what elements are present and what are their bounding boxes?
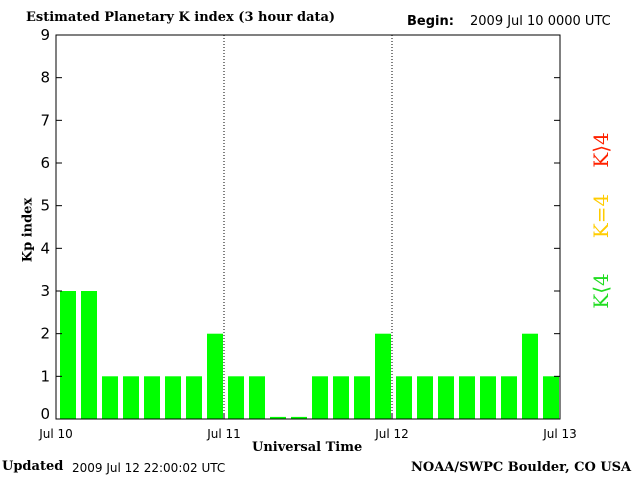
y-tick-label: 7 (40, 111, 50, 129)
legend-k-less-4: K⟨4 (589, 273, 613, 309)
kp-bar (480, 376, 496, 419)
y-tick-label: 5 (40, 197, 50, 215)
y-tick-label: 6 (40, 154, 50, 172)
y-axis-label: Kp index (20, 197, 36, 263)
x-tick-label: Jul 10 (38, 427, 73, 441)
kp-bar (333, 376, 349, 419)
y-tick-label: 0 (40, 405, 50, 423)
legend-k-greater-4: K⟩4 (589, 132, 613, 168)
kp-bar (228, 376, 244, 419)
kp-bar (459, 376, 475, 419)
y-tick-label: 8 (40, 69, 50, 87)
kp-bar (81, 291, 97, 419)
kp-bar (375, 333, 391, 419)
kp-bar (165, 376, 181, 419)
plot-frame (55, 34, 561, 420)
kp-bar (186, 376, 202, 419)
updated-label: Updated (2, 459, 64, 474)
y-tick-label: 3 (40, 282, 50, 300)
kp-bar (543, 376, 559, 419)
x-tick-label: Jul 13 (542, 427, 577, 441)
kp-bar (354, 376, 370, 419)
kp-bar (438, 376, 454, 419)
x-axis-label: Universal Time (252, 440, 363, 455)
kp-bar (144, 376, 160, 419)
kp-bar (207, 333, 223, 419)
y-tick-label: 9 (40, 26, 50, 44)
chart-title: Estimated Planetary K index (3 hour data… (26, 10, 336, 25)
kp-bar (60, 291, 76, 419)
legend-k-equal-4: K=4 (589, 193, 613, 239)
x-tick-label: Jul 11 (206, 427, 241, 441)
y-tick-label: 2 (40, 325, 50, 343)
x-tick-label: Jul 12 (374, 427, 409, 441)
kp-bar (249, 376, 265, 419)
y-tick-label: 1 (40, 367, 50, 385)
kp-bar (396, 376, 412, 419)
begin-label: Begin: (407, 14, 454, 29)
kp-bar (501, 376, 517, 419)
updated-value: 2009 Jul 12 22:00:02 UTC (72, 461, 226, 475)
begin-value: 2009 Jul 10 0000 UTC (470, 14, 611, 29)
kp-bar (270, 416, 286, 419)
kp-bar (123, 376, 139, 419)
kp-bar (312, 376, 328, 419)
y-tick-label: 4 (40, 239, 50, 257)
kp-bar (291, 416, 307, 419)
credit-text: NOAA/SWPC Boulder, CO USA (411, 460, 632, 475)
kp-bar (522, 333, 538, 419)
kp-bar (102, 376, 118, 419)
kp-bar (417, 376, 433, 419)
